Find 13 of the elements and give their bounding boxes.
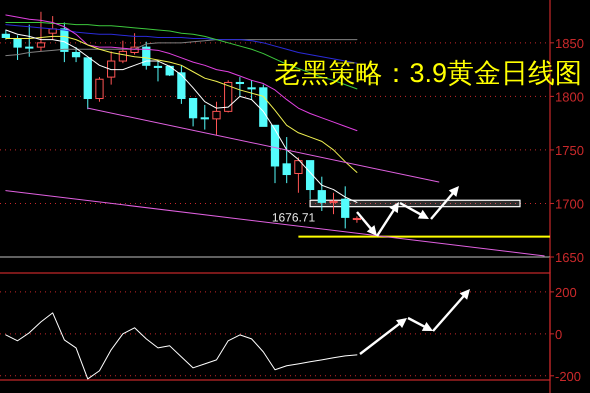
y-tick-label: -200 (555, 368, 582, 384)
line-series (5, 29, 358, 203)
y-tick-label: 1850 (555, 36, 584, 51)
y-tick-label: 1700 (555, 196, 584, 212)
y-tick-label: 1650 (555, 250, 584, 265)
y-tick-label: 0 (555, 326, 562, 342)
line-series (5, 22, 358, 90)
annotation: 1676.71 (272, 210, 316, 224)
line-series (5, 312, 358, 380)
line-series (5, 14, 358, 132)
y-tick-label: 1800 (555, 89, 584, 104)
y-tick-label: 200 (555, 284, 577, 300)
y-tick-label: 1750 (555, 142, 584, 158)
